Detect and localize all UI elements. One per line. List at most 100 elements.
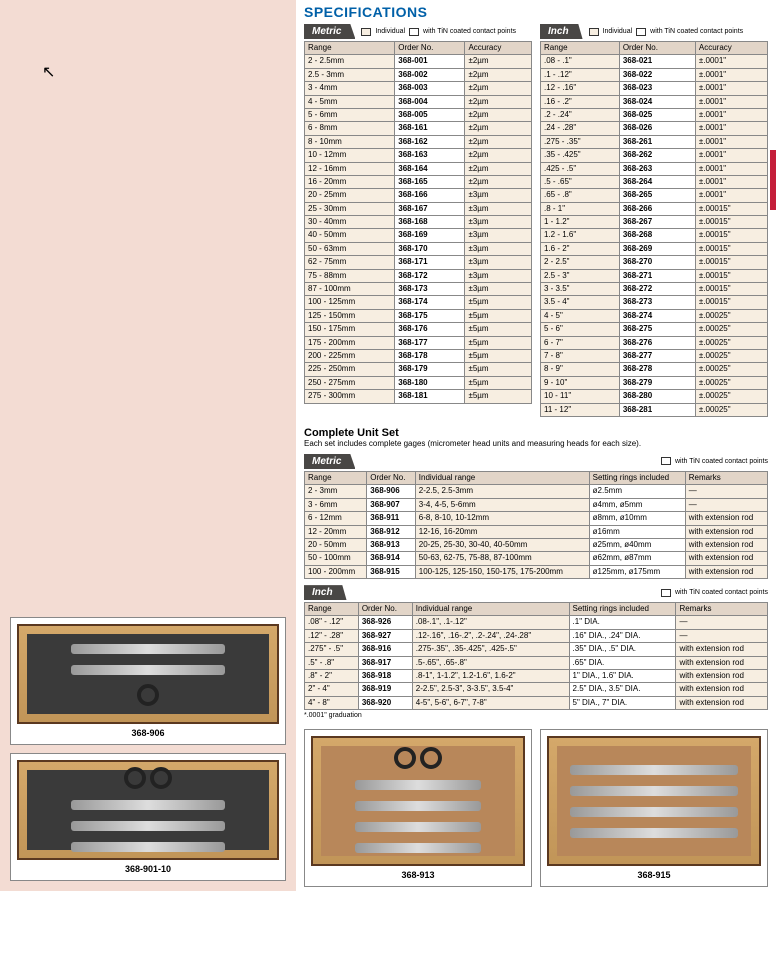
table-row: 2 - 2.5mm368-001±2µm bbox=[305, 55, 532, 68]
table-row: 225 - 250mm368-179±5µm bbox=[305, 363, 532, 376]
table-row: 4 - 5"368-274±.00025" bbox=[541, 309, 768, 322]
table-row: 250 - 275mm368-180±5µm bbox=[305, 376, 532, 389]
table-row: .35 - .425"368-262±.0001" bbox=[541, 149, 768, 162]
table-row: 1 - 1.2"368-267±.00015" bbox=[541, 216, 768, 229]
table-row: .2 - .24"368-025±.0001" bbox=[541, 108, 768, 121]
table-row: 12 - 20mm368-91212-16, 16-20mmø16mmwith … bbox=[305, 525, 768, 538]
page-edge-tab bbox=[770, 150, 776, 210]
left-column: 368-906 368-901-10 bbox=[0, 0, 296, 891]
table-row: 2 - 3mm368-9062-2.5, 2.5-3mmø2.5mm— bbox=[305, 485, 768, 498]
table-row: 20 - 50mm368-91320-25, 25-30, 30-40, 40-… bbox=[305, 538, 768, 551]
product-box-3: 368-913 bbox=[304, 729, 532, 887]
table-row: 75 - 88mm368-172±3µm bbox=[305, 269, 532, 282]
product-image-1 bbox=[17, 624, 279, 724]
page: 368-906 368-901-10 SPECIFICATIONS Metric… bbox=[0, 0, 776, 891]
table-row: 175 - 200mm368-177±5µm bbox=[305, 336, 532, 349]
table-row: .65 - .8"368-265±.0001" bbox=[541, 189, 768, 202]
table-row: 25 - 30mm368-167±3µm bbox=[305, 202, 532, 215]
table-row: .12" - .28"368-927.12-.16", .16-.2", .2-… bbox=[305, 629, 768, 642]
table-row: 5 - 6mm368-005±2µm bbox=[305, 108, 532, 121]
product-label-1: 368-906 bbox=[17, 728, 279, 738]
table-row: 3 - 3.5"368-272±.00015" bbox=[541, 283, 768, 296]
table-row: 2" - 4"368-9192-2.5", 2.5-3", 3-3.5", 3.… bbox=[305, 683, 768, 696]
table-row: 20 - 25mm368-166±3µm bbox=[305, 189, 532, 202]
table-row: 2.5 - 3"368-271±.00015" bbox=[541, 269, 768, 282]
table-row: .24 - .28"368-026±.0001" bbox=[541, 122, 768, 135]
table-row: 4 - 5mm368-004±2µm bbox=[305, 95, 532, 108]
product-label-2: 368-901-10 bbox=[17, 864, 279, 874]
table-row: .5 - .65"368-264±.0001" bbox=[541, 175, 768, 188]
product-label-4: 368-915 bbox=[547, 870, 761, 880]
inch-tab-2: Inch bbox=[304, 585, 347, 600]
table-row: 9 - 10"368-279±.00025" bbox=[541, 376, 768, 389]
table-row: .08 - .1"368-021±.0001" bbox=[541, 55, 768, 68]
inch-tab: Inch bbox=[540, 24, 583, 39]
cursor-icon: ↖ bbox=[42, 62, 55, 82]
table-row: 30 - 40mm368-168±3µm bbox=[305, 216, 532, 229]
table-row: 6 - 7"368-276±.00025" bbox=[541, 336, 768, 349]
th-order: Order No. bbox=[395, 42, 465, 55]
right-column: SPECIFICATIONS Metric Individualwith TiN… bbox=[296, 0, 776, 891]
table-row: 11 - 12"368-281±.00025" bbox=[541, 403, 768, 416]
table-row: 100 - 200mm368-915100-125, 125-150, 150-… bbox=[305, 565, 768, 578]
th-accuracy-i: Accuracy bbox=[695, 42, 767, 55]
table-row: 12 - 16mm368-164±2µm bbox=[305, 162, 532, 175]
table-row: .275 - .35"368-261±.0001" bbox=[541, 135, 768, 148]
metric-tab: Metric bbox=[304, 24, 355, 39]
table-row: .1 - .12"368-022±.0001" bbox=[541, 68, 768, 81]
table-row: .5" - .8"368-917.5-.65", .65-.8".65" DIA… bbox=[305, 656, 768, 669]
table-row: 275 - 300mm368-181±5µm bbox=[305, 390, 532, 403]
table-row: 7 - 8"368-277±.00025" bbox=[541, 349, 768, 362]
table-row: .8" - 2"368-918.8-1", 1-1.2", 1.2-1.6", … bbox=[305, 670, 768, 683]
table-row: 50 - 100mm368-91450-63, 62-75, 75-88, 87… bbox=[305, 552, 768, 565]
table-row: 3 - 4mm368-003±2µm bbox=[305, 82, 532, 95]
table-row: 2 - 2.5"368-270±.00015" bbox=[541, 256, 768, 269]
table-row: 3.5 - 4"368-273±.00015" bbox=[541, 296, 768, 309]
metric-spec-block: Metric Individualwith TiN coated contact… bbox=[304, 24, 532, 417]
specifications-title: SPECIFICATIONS bbox=[304, 4, 768, 20]
table-row: 6 - 8mm368-161±2µm bbox=[305, 122, 532, 135]
legend-individual: Individual bbox=[375, 28, 405, 35]
table-row: 16 - 20mm368-165±2µm bbox=[305, 175, 532, 188]
table-row: 10 - 11"368-280±.00025" bbox=[541, 390, 768, 403]
graduation-note: *.0001" graduation bbox=[304, 712, 768, 719]
legend-tin-2: with TiN coated contact points bbox=[650, 28, 743, 35]
table-row: 10 - 12mm368-163±2µm bbox=[305, 149, 532, 162]
table-row: 200 - 225mm368-178±5µm bbox=[305, 349, 532, 362]
table-row: 3 - 6mm368-9073-4, 4-5, 5-6mmø4mm, ø5mm— bbox=[305, 498, 768, 511]
product-box-1: 368-906 bbox=[10, 617, 286, 745]
product-image-3 bbox=[311, 736, 525, 866]
product-box-2: 368-901-10 bbox=[10, 753, 286, 881]
table-row: 40 - 50mm368-169±3µm bbox=[305, 229, 532, 242]
table-row: 1.6 - 2"368-269±.00015" bbox=[541, 242, 768, 255]
th-range-i: Range bbox=[541, 42, 620, 55]
product-box-4: 368-915 bbox=[540, 729, 768, 887]
th-range: Range bbox=[305, 42, 395, 55]
table-row: .275" - .5"368-916.275-.35", .35-.425", … bbox=[305, 643, 768, 656]
metric-tab-2: Metric bbox=[304, 454, 355, 469]
th-accuracy: Accuracy bbox=[465, 42, 532, 55]
inch-set-table: RangeOrder No.Individual rangeSetting ri… bbox=[304, 602, 768, 710]
legend-tin-3: with TiN coated contact points bbox=[675, 458, 768, 465]
table-row: 8 - 10mm368-162±2µm bbox=[305, 135, 532, 148]
inch-spec-block: Inch Individual with TiN coated contact p… bbox=[540, 24, 768, 417]
table-row: .425 - .5"368-263±.0001" bbox=[541, 162, 768, 175]
product-image-4 bbox=[547, 736, 761, 866]
table-row: .16 - .2"368-024±.0001" bbox=[541, 95, 768, 108]
table-row: 2.5 - 3mm368-002±2µm bbox=[305, 68, 532, 81]
set-title: Complete Unit Set bbox=[304, 427, 768, 439]
inch-set-section: Inch with TiN coated contact points Rang… bbox=[304, 585, 768, 719]
table-row: 1.2 - 1.6"368-268±.00015" bbox=[541, 229, 768, 242]
table-row: .8 - 1"368-266±.00015" bbox=[541, 202, 768, 215]
table-row: 6 - 12mm368-9116-8, 8-10, 10-12mmø8mm, ø… bbox=[305, 512, 768, 525]
inch-spec-table: RangeOrder No.Accuracy .08 - .1"368-021±… bbox=[540, 41, 768, 417]
legend-individual-2: Individual bbox=[603, 28, 633, 35]
metric-set-table: RangeOrder No.Individual rangeSetting ri… bbox=[304, 471, 768, 579]
table-row: 100 - 125mm368-174±5µm bbox=[305, 296, 532, 309]
legend-tin-4: with TiN coated contact points bbox=[675, 589, 768, 596]
table-row: 62 - 75mm368-171±3µm bbox=[305, 256, 532, 269]
table-row: 87 - 100mm368-173±3µm bbox=[305, 283, 532, 296]
table-row: .12 - .16"368-023±.0001" bbox=[541, 82, 768, 95]
table-row: 5 - 6"368-275±.00025" bbox=[541, 323, 768, 336]
table-row: 150 - 175mm368-176±5µm bbox=[305, 323, 532, 336]
